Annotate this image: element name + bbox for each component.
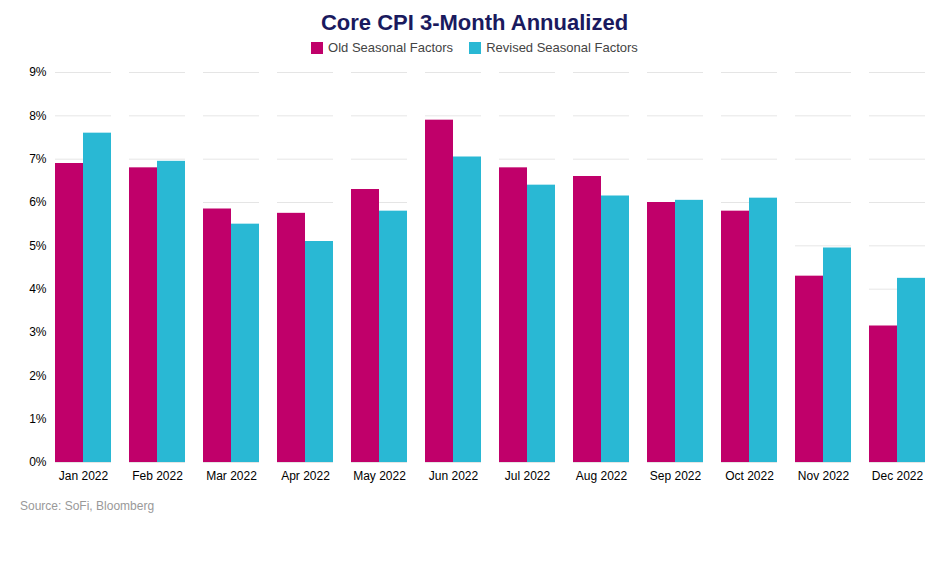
svg-text:Jan 2022: Jan 2022 bbox=[59, 469, 109, 483]
svg-text:3%: 3% bbox=[29, 325, 47, 339]
svg-text:2%: 2% bbox=[29, 369, 47, 383]
svg-text:5%: 5% bbox=[29, 239, 47, 253]
svg-text:Dec 2022: Dec 2022 bbox=[872, 469, 924, 483]
html-text:Source: SoFi, Bloomberg: Source: SoFi, Bloomberg bbox=[20, 499, 155, 513]
svg-text:9%: 9% bbox=[29, 65, 47, 79]
svg-text:6%: 6% bbox=[29, 195, 47, 209]
html-text:Revised Seasonal Factors: Revised Seasonal Factors bbox=[486, 40, 638, 55]
svg-text:0%: 0% bbox=[29, 455, 47, 469]
svg-text:Jun 2022: Jun 2022 bbox=[429, 469, 479, 483]
svg-text:7%: 7% bbox=[29, 152, 47, 166]
svg-text:Sep 2022: Sep 2022 bbox=[650, 469, 702, 483]
svg-text:Apr 2022: Apr 2022 bbox=[281, 469, 330, 483]
svg-text:4%: 4% bbox=[29, 282, 47, 296]
svg-text:1%: 1% bbox=[29, 412, 47, 426]
svg-text:Aug 2022: Aug 2022 bbox=[576, 469, 628, 483]
svg-text:Jul 2022: Jul 2022 bbox=[505, 469, 551, 483]
svg-text:8%: 8% bbox=[29, 109, 47, 123]
svg-text:May 2022: May 2022 bbox=[353, 469, 406, 483]
svg-text:Oct 2022: Oct 2022 bbox=[725, 469, 774, 483]
svg-text:Nov 2022: Nov 2022 bbox=[798, 469, 850, 483]
svg-text:Mar 2022: Mar 2022 bbox=[206, 469, 257, 483]
html-text:Old Seasonal Factors: Old Seasonal Factors bbox=[328, 40, 454, 55]
svg-text:Feb 2022: Feb 2022 bbox=[132, 469, 183, 483]
html-text:Core CPI 3-Month Annualized: Core CPI 3-Month Annualized bbox=[320, 10, 629, 35]
